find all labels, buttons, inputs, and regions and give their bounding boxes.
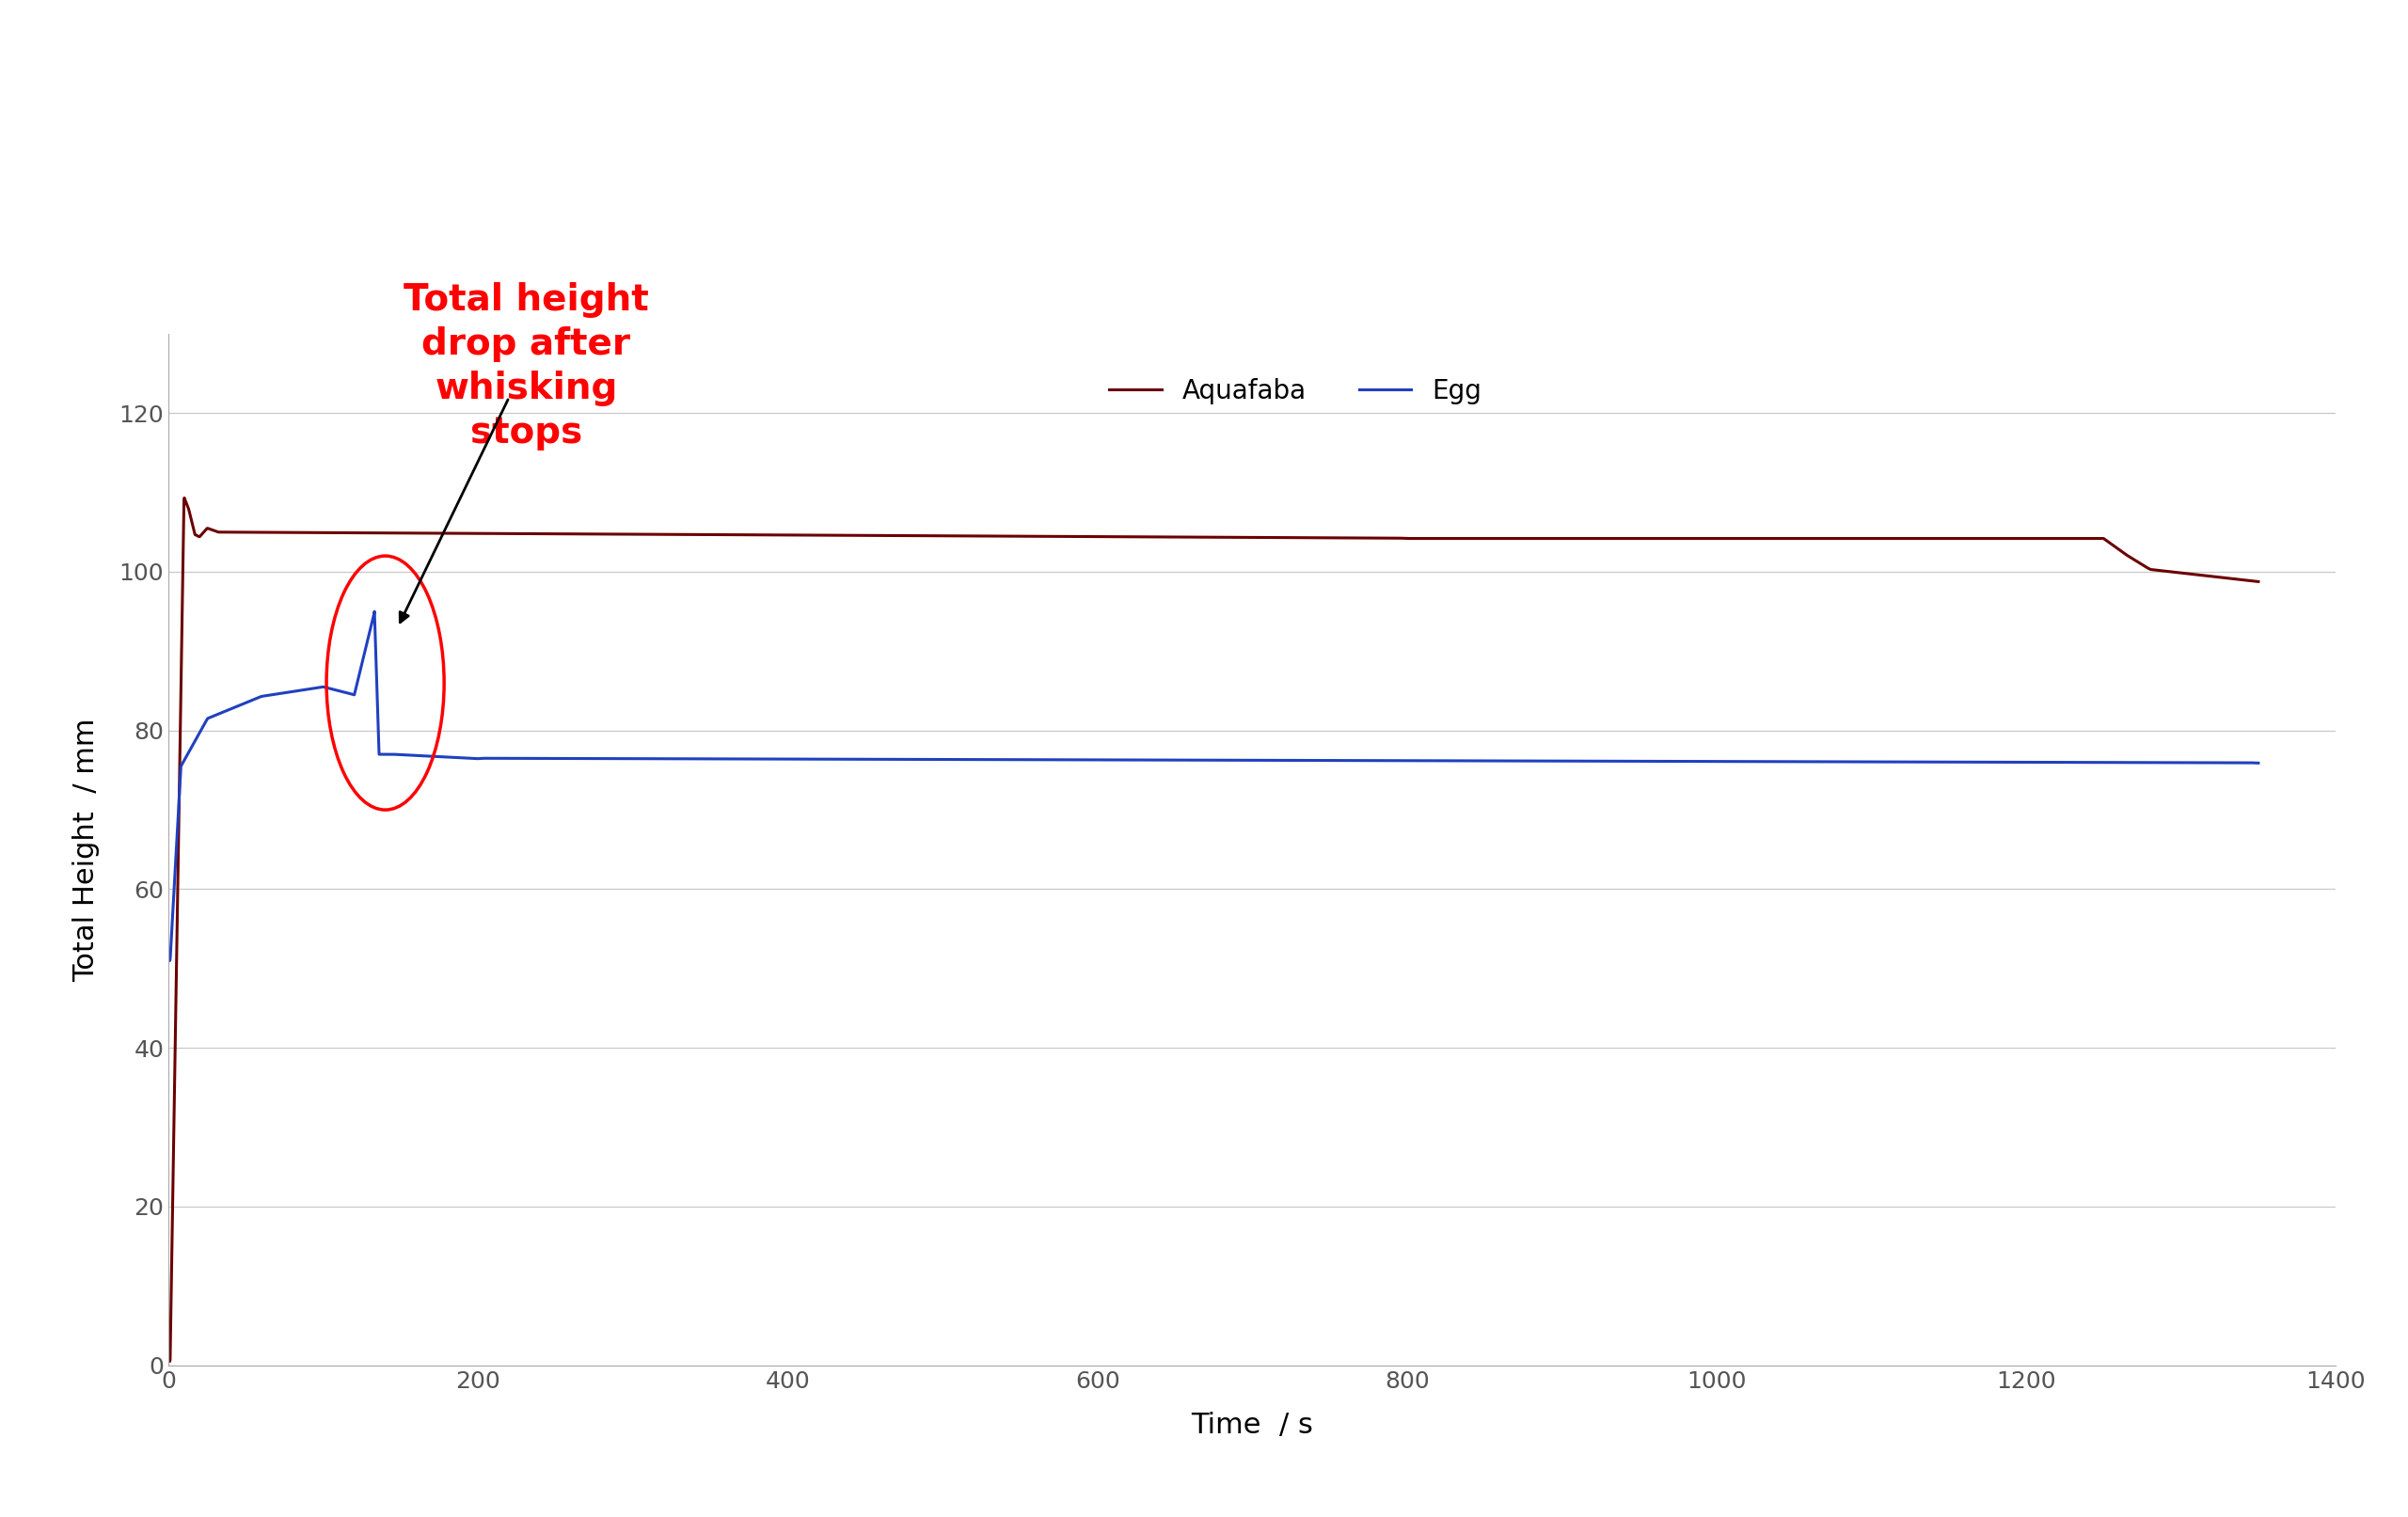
X-axis label: Time  / s: Time / s bbox=[1192, 1412, 1312, 1440]
Aquafaba bbox=[287, 523, 315, 542]
Aquafaba bbox=[171, 488, 200, 507]
Aquafaba bbox=[864, 526, 893, 545]
Egg bbox=[154, 951, 183, 969]
Aquafaba bbox=[154, 1352, 183, 1370]
Aquafaba bbox=[1052, 528, 1081, 546]
Egg bbox=[1948, 752, 1977, 771]
Y-axis label: Total Height  / mm: Total Height / mm bbox=[72, 718, 99, 981]
Egg bbox=[2244, 754, 2273, 772]
Aquafaba bbox=[1551, 529, 1580, 548]
Egg bbox=[229, 695, 258, 713]
Egg bbox=[361, 602, 390, 620]
Egg bbox=[544, 749, 573, 768]
Text: Total height
drop after
whisking
stops: Total height drop after whisking stops bbox=[405, 282, 648, 451]
Aquafaba bbox=[2244, 572, 2273, 590]
Egg bbox=[1991, 752, 2020, 771]
Egg bbox=[1430, 751, 1459, 769]
Legend: Aquafaba, Egg: Aquafaba, Egg bbox=[1098, 367, 1493, 414]
Line: Egg: Egg bbox=[169, 611, 2259, 960]
Aquafaba bbox=[421, 525, 450, 543]
Line: Aquafaba: Aquafaba bbox=[169, 498, 2259, 1361]
Egg bbox=[306, 678, 335, 696]
Aquafaba bbox=[2131, 558, 2160, 576]
